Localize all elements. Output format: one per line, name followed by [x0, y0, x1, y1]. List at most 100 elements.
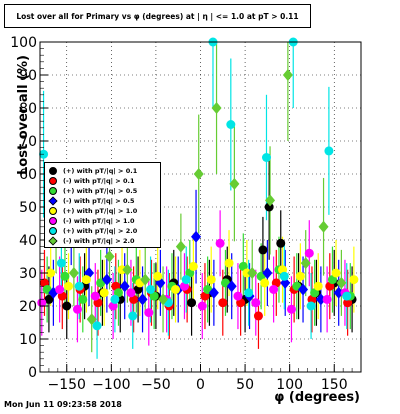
legend-entry: (+) with pT/|q| > 2.0 — [49, 226, 137, 236]
data-point — [262, 267, 273, 279]
data-point — [60, 271, 70, 281]
data-point — [208, 286, 219, 299]
data-point — [46, 268, 56, 278]
data-point — [153, 271, 163, 281]
legend-marker — [49, 167, 57, 175]
data-point — [233, 291, 243, 301]
data-point — [342, 291, 352, 301]
data-point — [158, 293, 169, 306]
data-point — [78, 294, 88, 304]
legend-label: (-) with pT/|q| > 1.0 — [63, 217, 135, 225]
legend: (+) with pT/|q| > 0.1 (-) with pT/|q| > … — [44, 162, 161, 248]
data-point — [122, 263, 133, 276]
y-tick-label: 90 — [19, 68, 37, 84]
axes: 0 10 20 30 40 50 60 70 80 90 100 −150 −100 −50 0 50 100 1… — [10, 35, 362, 393]
legend-marker — [49, 207, 57, 215]
data-point — [72, 304, 82, 314]
data-point — [126, 288, 136, 298]
data-point — [110, 294, 120, 304]
chart-title: Lost over all for Primary vs φ (degrees)… — [4, 4, 311, 28]
legend-label: (+) with pT/|q| > 1.0 — [63, 207, 138, 215]
data-point — [137, 293, 148, 306]
data-point — [269, 285, 279, 294]
legend-entry: (+) with pT/|q| > 0.1 — [49, 166, 137, 176]
data-point — [64, 281, 74, 291]
legend-marker — [49, 227, 57, 235]
data-point — [218, 298, 228, 308]
data-point — [226, 120, 236, 129]
y-tick-label: 50 — [19, 200, 37, 216]
data-point — [244, 288, 254, 298]
x-tick-label: −100 — [92, 377, 130, 393]
y-tick-label: 60 — [19, 167, 37, 183]
data-point — [185, 268, 195, 278]
y-tick-label: 10 — [19, 332, 37, 348]
data-points — [37, 37, 359, 331]
data-point — [260, 278, 270, 288]
data-point — [276, 238, 286, 248]
data-point — [140, 273, 151, 286]
legend-label: (+) with pT/|q| > 0.1 — [63, 167, 138, 175]
data-point — [171, 285, 181, 294]
data-point — [261, 153, 271, 162]
data-point — [187, 298, 197, 308]
data-point — [265, 194, 276, 207]
data-point — [86, 313, 97, 326]
data-point — [333, 286, 344, 299]
data-point — [81, 275, 91, 285]
data-point — [211, 102, 222, 114]
x-tick-label: 150 — [321, 377, 348, 393]
data-point — [229, 177, 240, 190]
data-point — [146, 285, 156, 294]
data-point — [336, 276, 347, 289]
data-point — [56, 258, 66, 268]
legend-entry: (-) with pT/|q| > 2.0 — [48, 236, 134, 246]
data-point — [315, 293, 326, 306]
data-point — [55, 285, 65, 294]
data-point — [258, 245, 268, 255]
data-point — [300, 257, 311, 270]
data-point — [298, 283, 309, 296]
data-point — [197, 301, 207, 311]
data-point — [206, 275, 216, 285]
data-point — [304, 248, 314, 258]
data-point — [253, 311, 263, 321]
data-point — [282, 69, 293, 81]
x-tick-label: 100 — [276, 377, 303, 393]
data-point — [90, 291, 100, 301]
data-point — [224, 258, 234, 268]
data-point — [247, 267, 258, 279]
data-point — [113, 288, 123, 298]
data-point — [119, 280, 130, 293]
data-point — [193, 168, 204, 180]
data-point — [101, 273, 112, 286]
y-axis-label: Lost over all (%) — [16, 55, 31, 175]
legend-label: (-) with pT/|q| > 0.1 — [63, 177, 135, 185]
data-point — [306, 301, 316, 311]
data-point — [191, 230, 202, 243]
legend-marker — [48, 196, 58, 206]
data-point — [68, 267, 79, 279]
data-point — [324, 146, 334, 156]
legend-marker — [49, 177, 57, 185]
data-point — [349, 275, 359, 285]
data-point — [310, 288, 320, 298]
legend-entry: (+) with pT/|q| > 1.0 — [49, 206, 137, 216]
data-point — [149, 291, 159, 301]
data-point — [318, 220, 329, 233]
x-tick-label: −50 — [141, 377, 171, 393]
x-tick-label: 0 — [196, 377, 205, 393]
y-tick-label: 0 — [28, 365, 37, 381]
legend-entry: (-) with pT/|q| > 0.5 — [48, 196, 134, 206]
data-point — [279, 271, 289, 281]
legend-marker — [48, 236, 58, 246]
legend-entry: (-) with pT/|q| > 1.0 — [49, 216, 134, 226]
x-tick-label: 50 — [236, 377, 254, 393]
legend-entry: (+) with pT/|q| > 0.5 — [49, 186, 137, 196]
y-tick-label: 20 — [19, 299, 37, 315]
data-point — [238, 261, 248, 271]
legend-marker — [49, 187, 57, 195]
x-axis-label: φ (degrees) — [274, 390, 360, 405]
data-point — [181, 275, 191, 285]
